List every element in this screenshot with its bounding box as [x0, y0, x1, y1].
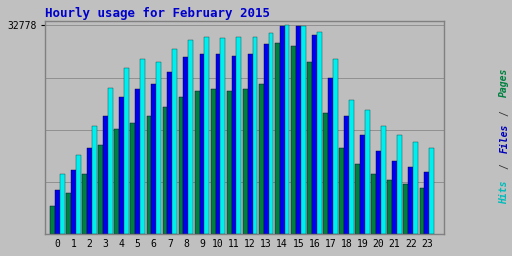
Text: Pages: Pages [499, 67, 509, 97]
Bar [172, 49, 177, 234]
Bar [408, 167, 413, 234]
Bar [339, 148, 344, 234]
Bar [103, 116, 108, 234]
Bar [76, 155, 81, 234]
Bar [403, 185, 408, 234]
Bar [349, 100, 354, 234]
Bar [371, 174, 376, 234]
Bar [163, 107, 167, 234]
Bar [231, 56, 237, 234]
Bar [285, 25, 289, 234]
Bar [397, 135, 402, 234]
Bar [365, 110, 370, 234]
Bar [317, 31, 322, 234]
Bar [71, 170, 76, 234]
Bar [280, 26, 285, 234]
Bar [344, 116, 349, 234]
Bar [259, 84, 264, 234]
Bar [179, 97, 183, 234]
Bar [135, 89, 140, 234]
Text: Hourly usage for February 2015: Hourly usage for February 2015 [46, 7, 270, 20]
Bar [248, 55, 252, 234]
Bar [131, 123, 135, 234]
Bar [323, 113, 328, 234]
Bar [413, 142, 418, 234]
Bar [355, 164, 360, 234]
Bar [291, 46, 296, 234]
Bar [98, 145, 103, 234]
Bar [243, 89, 248, 234]
Text: Hits: Hits [499, 180, 509, 204]
Bar [204, 37, 209, 234]
Bar [381, 126, 386, 234]
Bar [66, 193, 71, 234]
Bar [87, 148, 92, 234]
Bar [252, 37, 258, 234]
Bar [360, 135, 365, 234]
Bar [237, 37, 241, 234]
Bar [200, 55, 204, 234]
Bar [269, 34, 273, 234]
Bar [429, 148, 434, 234]
Bar [183, 57, 188, 234]
Bar [424, 172, 429, 234]
Bar [388, 180, 392, 234]
Bar [195, 91, 200, 234]
Bar [152, 84, 156, 234]
Bar [114, 129, 119, 234]
Bar [108, 88, 113, 234]
Bar [60, 174, 65, 234]
Bar [275, 43, 280, 234]
Bar [188, 40, 193, 234]
Bar [328, 78, 333, 234]
Bar [216, 54, 220, 234]
Bar [333, 59, 337, 234]
Bar [227, 91, 231, 234]
Bar [156, 62, 161, 234]
Bar [419, 188, 424, 234]
Bar [211, 89, 216, 234]
Bar [146, 116, 152, 234]
Bar [296, 26, 301, 234]
Bar [92, 126, 97, 234]
Bar [119, 97, 124, 234]
Text: /: / [499, 110, 509, 115]
Bar [312, 35, 317, 234]
Bar [82, 174, 87, 234]
Bar [220, 38, 225, 234]
Bar [307, 62, 312, 234]
Bar [140, 59, 145, 234]
Bar [301, 26, 306, 234]
Bar [392, 161, 397, 234]
Bar [124, 69, 129, 234]
Bar [376, 151, 381, 234]
Bar [55, 190, 60, 234]
Bar [167, 72, 172, 234]
Text: Files: Files [499, 124, 509, 153]
Bar [264, 44, 269, 234]
Text: /: / [499, 164, 509, 169]
Bar [50, 206, 55, 234]
